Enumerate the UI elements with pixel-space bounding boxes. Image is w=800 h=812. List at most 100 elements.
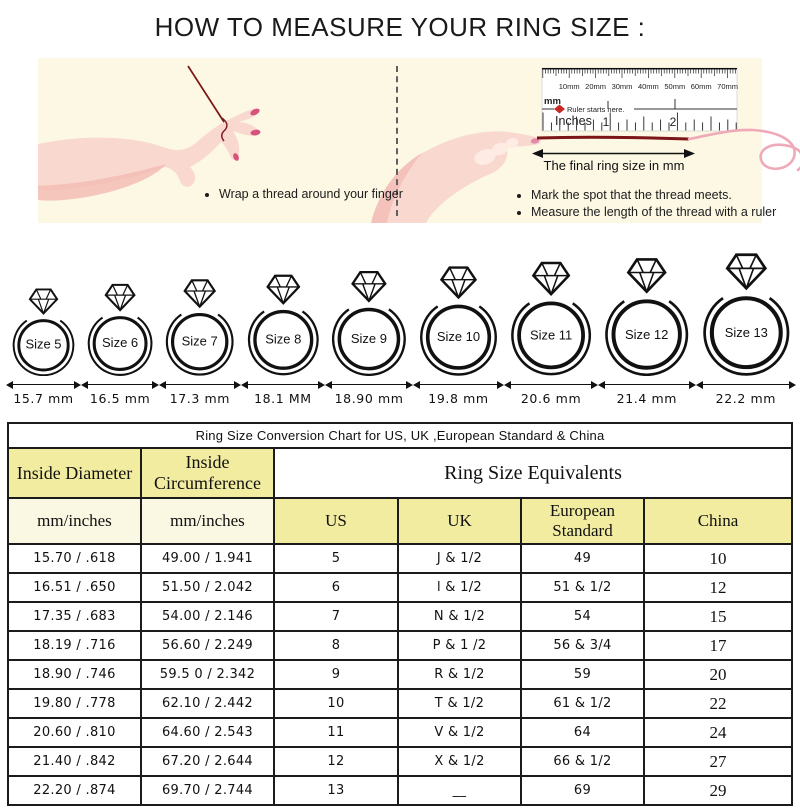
diameter-arrow — [81, 380, 160, 389]
header-european-standard: European Standard — [519, 497, 645, 545]
cell-china-size: 29 — [642, 775, 794, 806]
diamond-icon — [265, 274, 300, 306]
cell-china-size: 12 — [642, 572, 794, 603]
ring-icon: Size 11 — [511, 261, 591, 376]
ring-icon: Size 13 — [702, 253, 789, 376]
conversion-table: Ring Size Conversion Chart for US, UK ,E… — [6, 422, 794, 806]
thread-icon — [187, 65, 225, 123]
table-row: 20.60 / .810 64.60 / 2.543 11 V & 1/2 64… — [6, 717, 794, 748]
cell-inside-circumference: 59.5 0 / 2.342 — [139, 659, 275, 690]
ring-size-item: Size 9 18.90 mm — [325, 262, 413, 406]
diameter-label: 20.6 mm — [520, 391, 582, 406]
diameter-label: 18.90 mm — [334, 391, 404, 406]
ring-icon: Size 10 — [420, 266, 497, 376]
cell-inside-diameter: 20.60 / .810 — [6, 717, 142, 748]
diameter-arrow — [159, 380, 241, 389]
ruler-mm-label: 30mm — [612, 82, 633, 91]
ring-size-label: Size 9 — [351, 331, 387, 346]
cell-us-size: 5 — [272, 543, 399, 574]
ring-size-item: Size 6 16.5 mm — [81, 276, 160, 406]
cell-inside-diameter: 22.20 / .874 — [6, 775, 142, 806]
cell-inside-diameter: 21.40 / .842 — [6, 746, 142, 777]
instruction-text: Wrap a thread around your finger — [219, 187, 449, 201]
ruler-inch-number: 2 — [670, 115, 677, 129]
cell-uk-size: N & 1/2 — [396, 601, 522, 632]
diamond-icon — [28, 287, 59, 315]
cell-china-size: 22 — [642, 688, 794, 719]
cell-european-size: 51 & 1/2 — [519, 572, 645, 603]
ring-size-label: Size 12 — [625, 326, 668, 341]
final-size-arrow — [532, 149, 695, 158]
cell-uk-size: __ — [396, 775, 522, 806]
nail — [530, 138, 540, 144]
ring-icon: Size 9 — [332, 270, 407, 376]
ring-icon: Size 6 — [87, 283, 153, 376]
table-row: 21.40 / .842 67.20 / 2.644 12 X & 1/2 66… — [6, 746, 794, 777]
diameter-label: 21.4 mm — [616, 391, 678, 406]
diameter-label: 18.1 MM — [254, 391, 312, 406]
instruction-text: Mark the spot that the thread meets. — [531, 188, 800, 202]
cell-inside-diameter: 18.90 / .746 — [6, 659, 142, 690]
cell-uk-size: l & 1/2 — [396, 572, 522, 603]
table-row: 17.35 / .683 54.00 / 2.146 7 N & 1/2 54 … — [6, 601, 794, 632]
cell-european-size: 61 & 1/2 — [519, 688, 645, 719]
cell-us-size: 7 — [272, 601, 399, 632]
cell-us-size: 9 — [272, 659, 399, 690]
cell-inside-circumference: 56.60 / 2.249 — [139, 630, 275, 661]
cell-china-size: 15 — [642, 601, 794, 632]
cell-inside-circumference: 69.70 / 2.744 — [139, 775, 275, 806]
header-diameter-unit: mm/inches — [6, 497, 142, 545]
diameter-arrow — [412, 380, 504, 389]
diamond-icon — [725, 253, 767, 291]
cell-us-size: 12 — [272, 746, 399, 777]
cell-european-size: 49 — [519, 543, 645, 574]
ruler-start-label: Ruler starts here. — [567, 105, 625, 114]
table-row: 19.80 / .778 62.10 / 2.442 10 T & 1/2 61… — [6, 688, 794, 719]
cell-china-size: 10 — [642, 543, 794, 574]
ring-size-label: Size 5 — [25, 336, 61, 351]
ring-icon: Size 8 — [247, 274, 319, 376]
panel-divider — [396, 66, 398, 216]
diamond-icon — [183, 279, 217, 309]
diamond-icon — [531, 261, 571, 297]
cell-uk-size: R & 1/2 — [396, 659, 522, 690]
cell-uk-size: P & 1 /2 — [396, 630, 522, 661]
diameter-arrow — [695, 380, 797, 389]
ring-icon: Size 12 — [605, 257, 689, 376]
cell-inside-circumference: 67.20 / 2.644 — [139, 746, 275, 777]
ring-size-label: Size 7 — [182, 333, 218, 348]
cell-us-size: 13 — [272, 775, 399, 806]
cell-us-size: 8 — [272, 630, 399, 661]
cell-inside-diameter: 15.70 / .618 — [6, 543, 142, 574]
cell-european-size: 54 — [519, 601, 645, 632]
page-title: HOW TO MEASURE YOUR RING SIZE : — [154, 12, 646, 42]
ring-size-item: Size 5 15.7 mm — [6, 281, 81, 406]
cell-inside-circumference: 51.50 / 2.042 — [139, 572, 275, 603]
diameter-label: 22.2 mm — [715, 391, 777, 406]
cell-us-size: 11 — [272, 717, 399, 748]
cell-european-size: 59 — [519, 659, 645, 690]
right-instructions: Mark the spot that the thread meets. Mea… — [516, 188, 800, 222]
cell-china-size: 24 — [642, 717, 794, 748]
cell-china-size: 27 — [642, 746, 794, 777]
cell-uk-size: X & 1/2 — [396, 746, 522, 777]
diameter-arrow — [240, 380, 326, 389]
diameter-label: 19.8 mm — [428, 391, 489, 406]
diamond-icon — [351, 270, 387, 303]
cell-us-size: 6 — [272, 572, 399, 603]
instruction-text: Measure the length of the thread with a … — [531, 205, 800, 219]
ruler-mm-label: 20mm — [585, 82, 606, 91]
final-ring-size-label: The final ring size in mm — [543, 158, 685, 173]
diamond-icon — [626, 257, 667, 294]
ring-size-item: Size 10 19.8 mm — [412, 257, 504, 406]
diameter-arrow — [325, 380, 413, 389]
cell-inside-circumference: 54.00 / 2.146 — [139, 601, 275, 632]
nail — [250, 129, 261, 136]
ring-size-item: Size 11 20.6 mm — [503, 252, 599, 406]
cell-uk-size: J & 1/2 — [396, 543, 522, 574]
cell-inside-diameter: 19.80 / .778 — [6, 688, 142, 719]
header-circumference-unit: mm/inches — [139, 497, 275, 545]
diameter-arrow — [503, 380, 599, 389]
ruler-illustration: 10mm 20mm 30mm 40mm 50mm 60mm 70mm mm Ruler st… — [541, 67, 738, 132]
table-row: 16.51 / .650 51.50 / 2.042 6 l & 1/2 51 … — [6, 572, 794, 603]
